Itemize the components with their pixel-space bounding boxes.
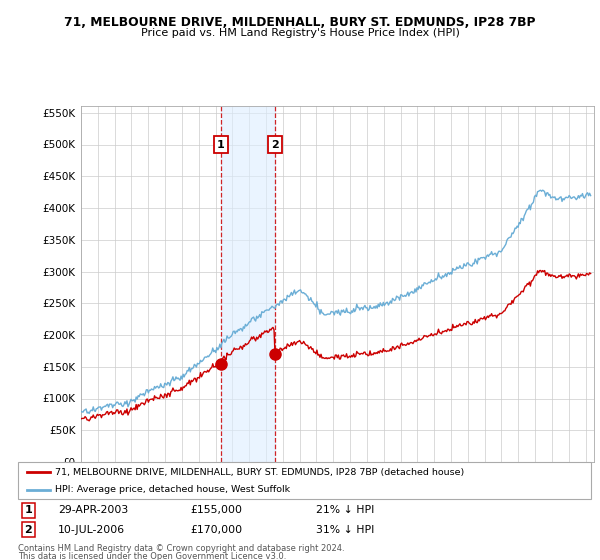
Text: £155,000: £155,000: [190, 505, 242, 515]
Text: 31% ↓ HPI: 31% ↓ HPI: [316, 525, 374, 535]
Text: 2: 2: [25, 525, 32, 535]
Text: HPI: Average price, detached house, West Suffolk: HPI: Average price, detached house, West…: [55, 486, 290, 494]
Text: 1: 1: [25, 505, 32, 515]
Text: This data is licensed under the Open Government Licence v3.0.: This data is licensed under the Open Gov…: [18, 552, 286, 560]
Text: 2: 2: [271, 139, 279, 150]
Text: £170,000: £170,000: [190, 525, 242, 535]
Text: 10-JUL-2006: 10-JUL-2006: [58, 525, 125, 535]
Text: 71, MELBOURNE DRIVE, MILDENHALL, BURY ST. EDMUNDS, IP28 7BP (detached house): 71, MELBOURNE DRIVE, MILDENHALL, BURY ST…: [55, 468, 464, 477]
FancyBboxPatch shape: [18, 462, 591, 499]
Text: 29-APR-2003: 29-APR-2003: [58, 505, 128, 515]
Text: Contains HM Land Registry data © Crown copyright and database right 2024.: Contains HM Land Registry data © Crown c…: [18, 544, 344, 553]
Bar: [221, 106, 275, 462]
Text: 71, MELBOURNE DRIVE, MILDENHALL, BURY ST. EDMUNDS, IP28 7BP: 71, MELBOURNE DRIVE, MILDENHALL, BURY ST…: [64, 16, 536, 29]
Text: 21% ↓ HPI: 21% ↓ HPI: [316, 505, 374, 515]
Text: 1: 1: [217, 139, 225, 150]
Text: Price paid vs. HM Land Registry's House Price Index (HPI): Price paid vs. HM Land Registry's House …: [140, 28, 460, 38]
